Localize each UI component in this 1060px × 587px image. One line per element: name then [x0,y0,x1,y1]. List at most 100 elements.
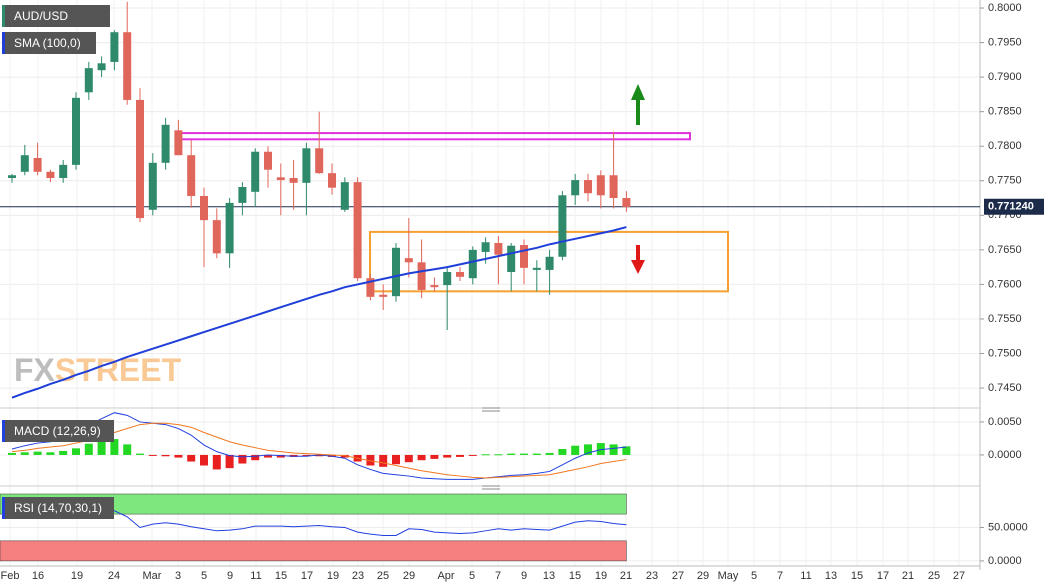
candle-body [110,32,119,62]
legend-title: RSI (14,70,30,1) [14,501,102,515]
y-tick-label: 0.0000 [988,555,1022,567]
x-tick-label: 21 [902,570,914,582]
histogram-bar [456,454,464,457]
legend-swatch [2,32,5,54]
x-tick-label: 9 [521,570,527,582]
x-tick-label: 13 [825,570,837,582]
candle-body [571,180,580,196]
y-tick-label: 0.0050 [988,416,1022,428]
histogram-bar [174,454,183,458]
x-tick-label: 25 [928,570,940,582]
histogram-bar [507,453,516,455]
histogram-bar [59,450,68,455]
histogram-bar [366,454,375,466]
histogram-bar [404,454,413,463]
x-tick-label: 24 [108,570,120,582]
candle-body [161,124,170,163]
x-tick-label: 7 [777,570,783,582]
legend-box [2,32,96,54]
histogram-bar [276,454,285,458]
histogram-bar [46,452,55,455]
legend-box [2,420,114,442]
last-price-box [984,198,1044,215]
histogram-bar [20,452,29,455]
zone [369,230,729,293]
x-tick-label: 15 [851,570,863,582]
histogram-bar [212,454,221,470]
candle-body [174,130,183,156]
y-tick-label: 0.7600 [988,278,1022,290]
histogram-bar [622,446,631,455]
histogram-bar [494,454,503,456]
y-tick-label: 0.7500 [988,347,1022,359]
x-tick-label: 5 [751,570,757,582]
candle-body [136,99,144,219]
candle-body [33,157,42,172]
candle-body [200,195,208,221]
x-tick-label: 15 [569,570,581,582]
macd-line [11,412,627,480]
legend-box [2,497,114,519]
x-tick-label: 21 [620,570,632,582]
histogram-bar [520,453,528,455]
candle-body [84,68,93,93]
candle-body [59,164,68,179]
candle-body [366,278,375,297]
rsi-line [11,510,627,536]
histogram-bar [84,443,93,455]
x-tick-label: 11 [250,570,261,582]
plot: 0.8000 0.7950 0.7900 0.7850 0.7800 0.7750 0.77… [0,1,1044,582]
candle-body [558,195,567,257]
legend-title: MACD (12,26,9) [14,424,101,438]
legend-swatch [2,497,5,519]
candle-body [392,247,400,297]
candle-body [417,262,426,290]
x-tick-label: 19 [327,570,339,582]
candle-body [187,155,196,196]
candle-body [353,182,362,279]
histogram-bar [264,454,272,458]
grip[interactable] [482,407,500,412]
x-tick-label: 27 [953,570,965,582]
legend-swatch [2,5,5,27]
x-tick-label: 5 [201,570,207,582]
watermark: FXSTREET [14,352,182,388]
histogram-bar [558,449,567,455]
signal-line [11,422,627,479]
histogram-bar [596,443,605,455]
candle-body [507,245,516,272]
x-tick-label: 11 [800,570,811,582]
histogram-bar [340,454,349,458]
histogram-bar [148,454,157,456]
y-tick-label: 0.0000 [988,449,1022,461]
x-tick-label: 17 [301,570,313,582]
x-tick-label: 17 [877,570,889,582]
x-tick-label: 9 [227,570,233,582]
histogram-bar [443,454,452,458]
candle-body [8,175,16,179]
histogram-bar [123,444,132,455]
x-tick-label: 23 [352,570,364,582]
histogram-bar [161,454,170,457]
y-tick-label: 0.7850 [988,106,1022,118]
histogram-bar [225,454,234,469]
candle-body [404,258,413,263]
legend-box [2,5,110,27]
y-tick-label: 0.7650 [988,244,1022,256]
y-tick-label: 0.7950 [988,36,1022,48]
candle-body [212,220,221,254]
candle-body [302,148,311,183]
candle-body [238,186,247,203]
candle-body [276,177,285,181]
candle-body [520,245,528,268]
candle-body [622,198,631,208]
candle-body [609,175,618,199]
candle-body [443,271,452,286]
y-tick-label: 50.0000 [988,521,1028,533]
x-tick-label: 27 [672,570,684,582]
candle-body [251,151,260,192]
x-tick-label: Feb [1,570,20,582]
x-tick-label: 23 [646,570,658,582]
histogram-bar [430,454,439,459]
grip[interactable] [482,485,500,490]
